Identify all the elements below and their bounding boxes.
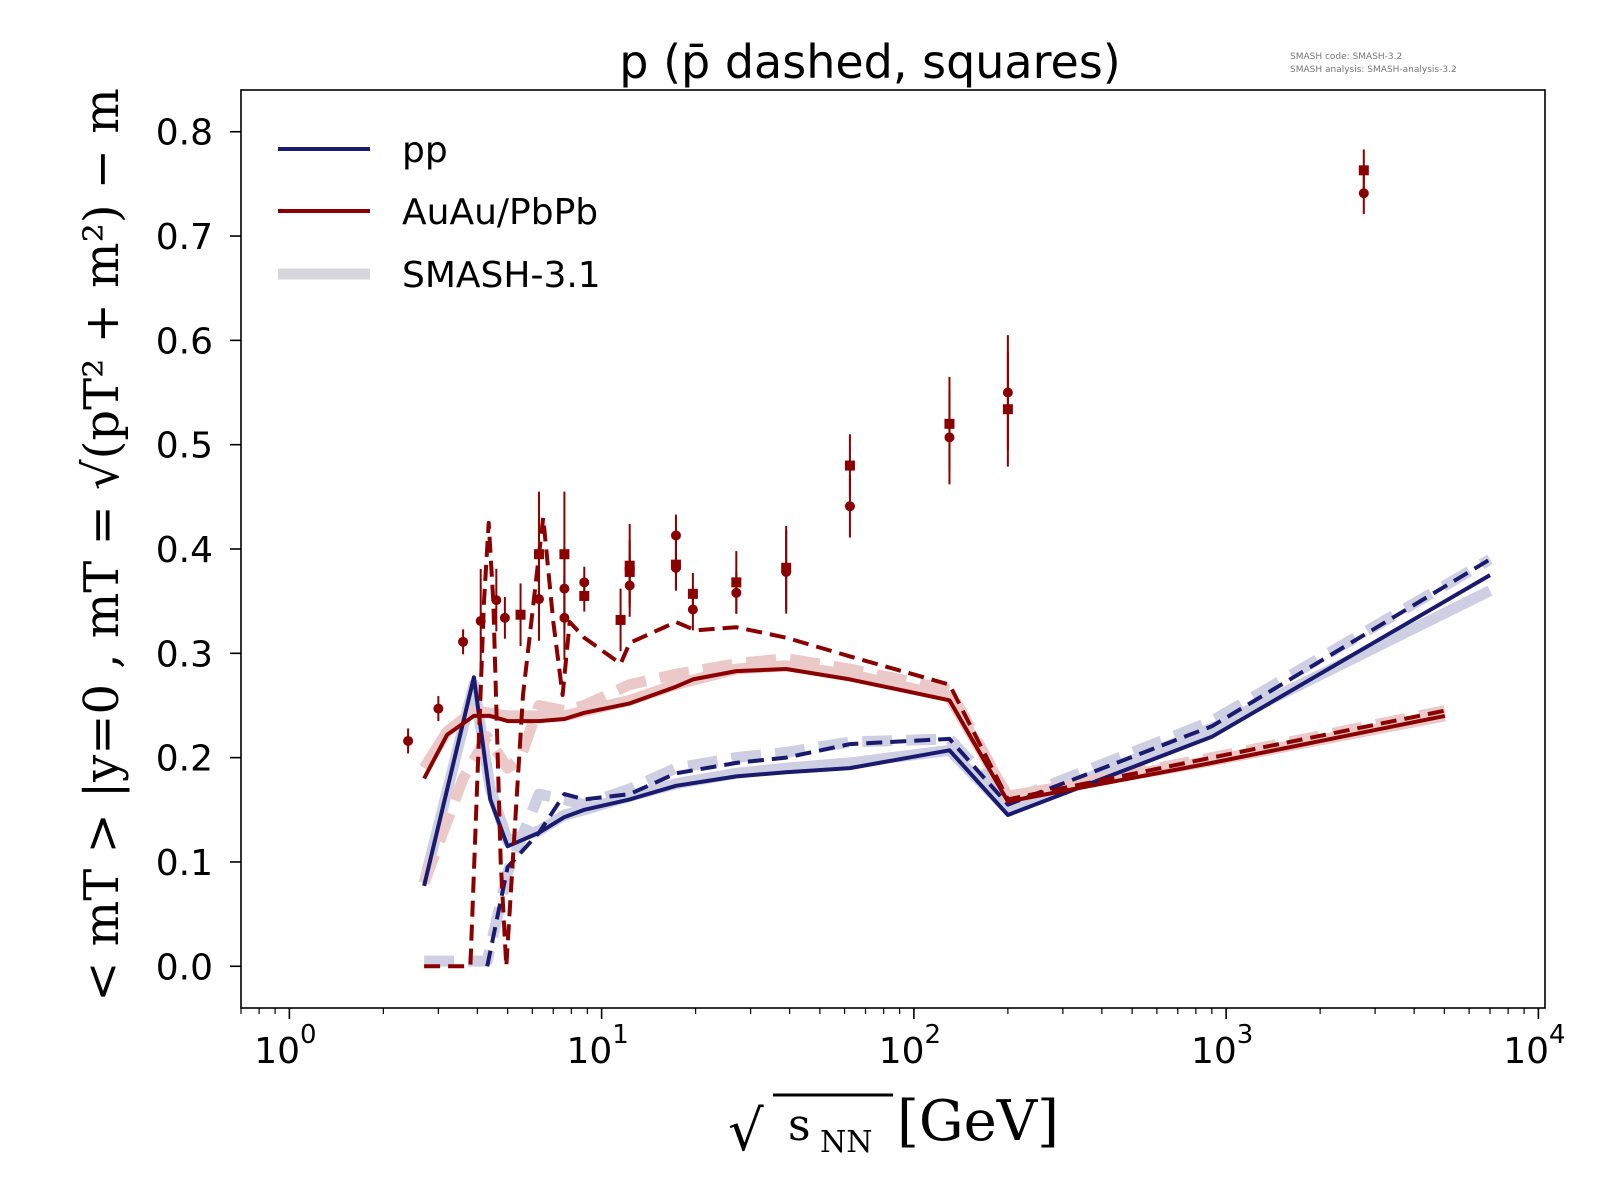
y-axis-label: < mT > |y=0 , mT = √(pT² + m²) − m — [74, 88, 130, 1002]
y-tick-label: 0.3 — [156, 634, 213, 675]
y-tick-label: 0.2 — [156, 739, 213, 780]
data-point-circle — [458, 636, 469, 647]
series-line-auau_p — [422, 667, 1446, 804]
x-axis-label-root: √ — [728, 1099, 764, 1164]
x-tick-exponent: 1 — [612, 1020, 629, 1050]
data-point-circle — [559, 612, 570, 623]
y-tick-label: 0.7 — [156, 217, 213, 258]
data-point-square — [515, 609, 526, 620]
data-point-circle — [670, 530, 681, 541]
data-point-circle — [781, 566, 792, 577]
data-point-square — [533, 549, 544, 560]
series-layer — [418, 515, 1493, 969]
series-line-old_pp_pbar — [424, 554, 1493, 967]
legend-label-auau: AuAu/PbPb — [402, 192, 598, 233]
data-point-circle — [475, 615, 486, 626]
data-point-square — [1358, 165, 1369, 176]
data-point-circle — [403, 735, 414, 746]
x-tick-exponent: 4 — [1549, 1020, 1566, 1050]
data-point-square — [559, 549, 570, 560]
x-axis-label-sub: NN — [820, 1125, 873, 1160]
series-line-old_auau_pbar — [418, 653, 1446, 885]
y-tick-label: 0.1 — [156, 843, 213, 884]
y-axis: 0.0 0.1 0.2 0.3 0.4 0.5 0.6 0.7 0.8 — [156, 113, 241, 988]
y-tick-label: 0.4 — [156, 530, 213, 571]
data-point-circle — [1358, 188, 1369, 199]
series-line-pp_pbar — [485, 557, 1492, 967]
series-line-pp_p — [422, 573, 1492, 887]
y-tick-label: 0.5 — [156, 426, 213, 467]
legend-label-pp: pp — [402, 130, 448, 171]
data-point-square — [579, 590, 590, 601]
x-axis-label-var: s — [788, 1100, 811, 1151]
data-point-circle — [499, 612, 510, 623]
data-point-square — [844, 460, 855, 471]
y-tick-label: 0.8 — [156, 113, 213, 154]
x-tick-exponent: 2 — [925, 1020, 942, 1050]
x-tick-exponent: 3 — [1237, 1020, 1254, 1050]
x-tick-exponent: 0 — [300, 1020, 317, 1050]
y-tick-label: 0.6 — [156, 321, 213, 362]
data-point-square — [615, 614, 626, 625]
data-point-square — [624, 566, 635, 577]
chart-title: p (p̄ dashed, squares) — [619, 35, 1120, 89]
y-tick-label: 0.0 — [156, 947, 213, 988]
series-line-auau_pbar — [424, 515, 1446, 969]
y-axis-label-text: < mT > |y=0 , mT = √(pT² + m²) − m — [74, 88, 130, 1002]
x-axis-label: √ s NN [GeV] — [728, 1089, 1059, 1164]
data-point-circle — [844, 501, 855, 512]
data-points-layer — [403, 149, 1369, 754]
smash-analysis-label: SMASH analysis: SMASH-analysis-3.2 — [1290, 65, 1457, 75]
smash-code-label: SMASH code: SMASH-3.2 — [1290, 52, 1402, 62]
data-point-circle — [433, 703, 444, 714]
data-point-circle — [944, 432, 955, 443]
data-point-circle — [687, 604, 698, 615]
legend: pp AuAu/PbPb SMASH-3.1 — [278, 130, 601, 296]
data-point-circle — [1002, 387, 1013, 398]
legend-label-smash31: SMASH-3.1 — [402, 255, 601, 296]
data-point-circle — [731, 587, 742, 598]
data-point-circle — [491, 595, 502, 606]
data-point-circle — [670, 562, 681, 573]
x-axis-label-unit: [GeV] — [897, 1089, 1059, 1154]
